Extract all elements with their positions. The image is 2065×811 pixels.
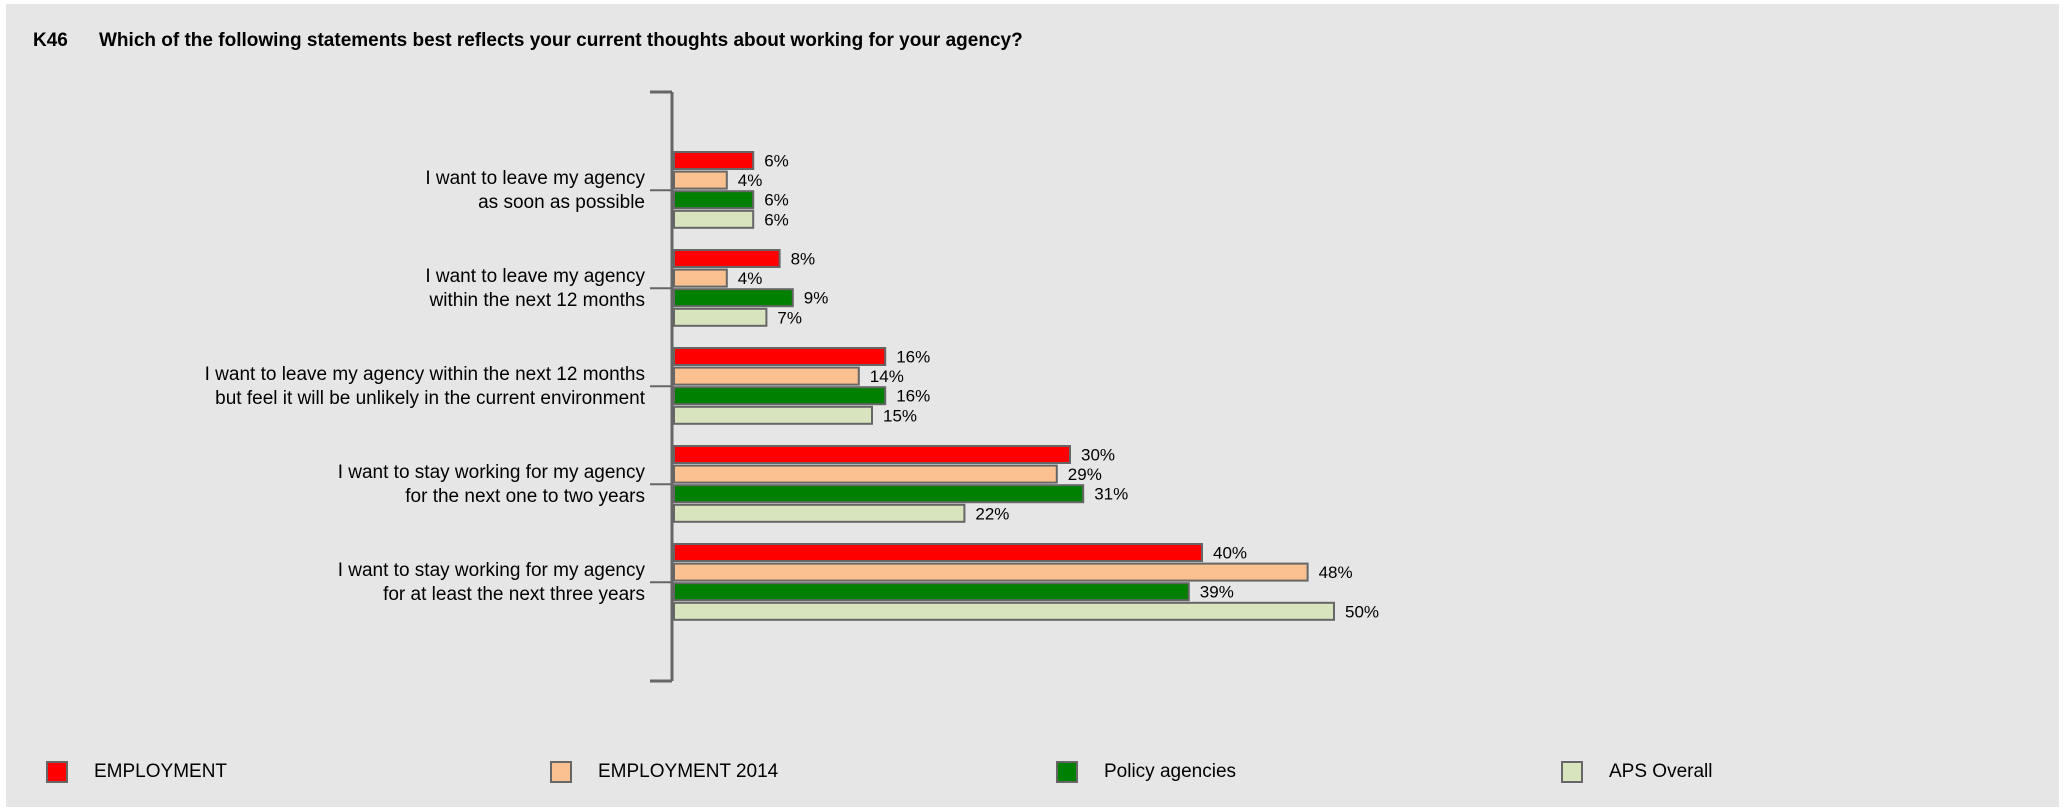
bar [673, 170, 728, 190]
bar [673, 405, 873, 425]
data-label: 31% [1094, 485, 1128, 504]
legend-label: Policy agencies [1104, 761, 1237, 782]
legend-item: EMPLOYMENT 2014 [550, 758, 778, 786]
data-label: 6% [764, 152, 789, 171]
data-label: 6% [764, 191, 789, 210]
category-label: I want to stay working for my agency for … [338, 462, 646, 507]
data-label: 14% [870, 367, 904, 386]
data-label: 15% [883, 406, 917, 425]
legend-swatch [46, 761, 68, 783]
data-label: 7% [777, 308, 802, 327]
category-label: I want to leave my agency within the next… [425, 266, 645, 311]
bar [673, 445, 1071, 464]
data-label: 4% [738, 171, 763, 190]
bar [673, 307, 768, 327]
category-label: I want to leave my agency as soon as poss… [425, 168, 645, 213]
data-label: 9% [804, 289, 829, 308]
bar [673, 503, 966, 523]
data-label: 16% [896, 387, 930, 406]
bar [673, 190, 755, 210]
legend-label: EMPLOYMENT 2014 [598, 761, 779, 782]
bar [673, 464, 1058, 484]
bar [673, 288, 794, 308]
legend-label: APS Overall [1609, 761, 1713, 782]
question-title: Which of the following statements best r… [99, 30, 1023, 51]
data-label: 4% [738, 269, 763, 288]
data-label: 39% [1200, 583, 1234, 602]
bar [673, 601, 1335, 621]
legend-swatch [1056, 761, 1078, 783]
legend-item: EMPLOYMENT [46, 758, 227, 786]
bar [673, 484, 1085, 504]
data-label: 50% [1345, 602, 1379, 621]
question-id: K46 [33, 30, 68, 51]
bar [673, 268, 728, 288]
bar [673, 582, 1190, 602]
data-label: 16% [896, 348, 930, 367]
data-label: 48% [1319, 563, 1353, 582]
data-label: 30% [1081, 446, 1115, 465]
legend-item: Policy agencies [1056, 758, 1236, 786]
bar [673, 386, 887, 406]
chart-panel [6, 4, 2059, 807]
bar [673, 151, 755, 170]
data-label: 22% [975, 504, 1009, 523]
legend-label: EMPLOYMENT [94, 761, 228, 782]
category-label: I want to stay working for my agency for … [338, 560, 646, 605]
data-label: 8% [791, 250, 816, 269]
category-label: I want to leave my agency within the nex… [205, 364, 646, 409]
legend-swatch [1561, 761, 1583, 783]
data-label: 29% [1068, 465, 1102, 484]
legend-item: APS Overall [1561, 758, 1712, 786]
bar [673, 249, 781, 268]
bar [673, 543, 1203, 562]
bar [673, 347, 887, 366]
data-label: 40% [1213, 544, 1247, 563]
legend-swatch [550, 761, 572, 783]
bar [673, 562, 1309, 582]
bar [673, 209, 755, 229]
bar [673, 366, 860, 386]
data-label: 6% [764, 210, 789, 229]
